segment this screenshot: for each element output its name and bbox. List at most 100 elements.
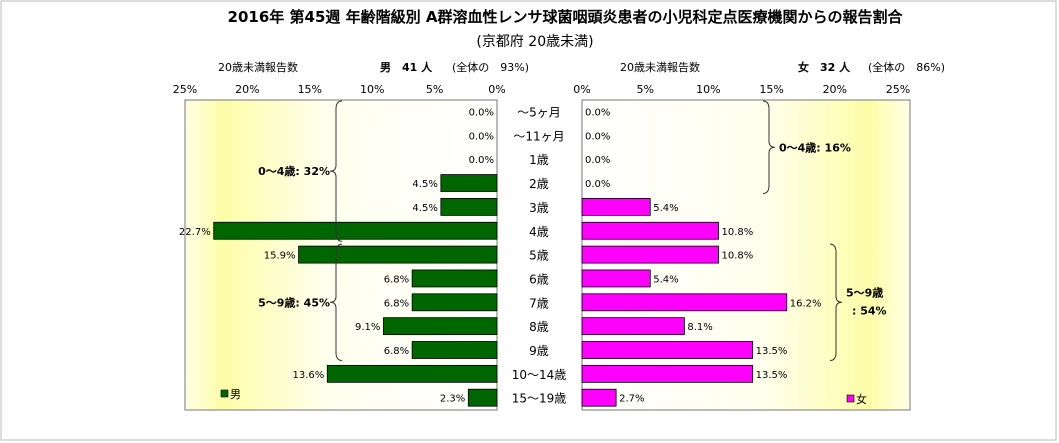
male-value-label: 0.0% <box>469 108 494 119</box>
male-bar <box>440 197 498 216</box>
female-bar <box>581 364 754 383</box>
male-bar <box>467 388 498 407</box>
female-value-label: 10.8% <box>722 251 754 262</box>
chart-title: 2016年 第45週 年齢階級別 A群溶血性レンサ球菌咽頭炎患者の小児科定点医療… <box>228 8 904 26</box>
male-bar <box>411 293 498 312</box>
female-group-label-value: : 54% <box>852 304 887 317</box>
female-value-label: 2.7% <box>619 394 644 405</box>
female-value-label: 5.4% <box>653 274 678 285</box>
right-tick-label: 20% <box>823 83 847 96</box>
male-bar <box>326 364 498 383</box>
age-category-label: ～11ヶ月 <box>513 129 564 143</box>
male-bars <box>213 174 498 407</box>
age-category-label: 9歳 <box>529 344 549 358</box>
right-tick-label: 0% <box>573 83 590 96</box>
female-group-label: 5～9歳 <box>846 285 883 299</box>
male-value-label: 6.8% <box>384 298 409 309</box>
female-value-label: 5.4% <box>653 203 678 214</box>
male-value-label: 13.6% <box>292 370 324 381</box>
female-value-label: 8.1% <box>687 322 712 333</box>
male-group-brace <box>329 100 343 242</box>
male-value-label: 15.9% <box>264 251 296 262</box>
left-axis-ticks: 0% 5% 10% 15% 20% 25% <box>173 83 506 96</box>
left-tick-label: 0% <box>488 83 505 96</box>
male-group-label: 5～9歳: 45% <box>258 295 330 309</box>
age-category-label: 8歳 <box>529 320 549 334</box>
age-category-label: 1歳 <box>529 153 549 167</box>
left-tick-label: 5% <box>426 83 443 96</box>
male-value-labels: 0.0% 0.0% 0.0% 4.5% 4.5% 22.7% 15.9% 6.8% 6.8% 9.… <box>179 108 494 405</box>
left-panel: 20歳未満報告数 男 41 人 (全体の 93%) 0% 5% 10% 15% 20% 2… <box>173 60 529 411</box>
age-category-label: 4歳 <box>529 225 549 239</box>
male-value-label: 6.8% <box>384 346 409 357</box>
left-tick-label: 10% <box>360 83 384 96</box>
female-value-label: 13.5% <box>756 346 788 357</box>
female-value-label: 13.5% <box>756 370 788 381</box>
female-bar <box>581 269 651 288</box>
female-bar <box>581 317 685 336</box>
left-tick-label: 20% <box>235 83 259 96</box>
female-value-label: 10.8% <box>722 227 754 238</box>
age-category-label: 2歳 <box>529 177 549 191</box>
female-bar <box>581 388 617 407</box>
male-bar <box>383 317 498 336</box>
female-value-label: 16.2% <box>790 298 822 309</box>
male-bar <box>411 341 498 359</box>
left-header-total: 男 41 人 <box>380 60 433 74</box>
right-tick-label: 5% <box>636 83 653 96</box>
female-legend-swatch <box>846 394 855 403</box>
right-tick-label: 10% <box>696 83 720 96</box>
age-category-label: 7歳 <box>529 296 549 310</box>
male-bar <box>440 174 498 192</box>
age-category-label: 3歳 <box>529 201 549 215</box>
female-group-brace <box>829 243 843 361</box>
right-panel: 20歳未満報告数 女 32 人 (全体の 86%) 0% 5% 10% 15% 20% 2… <box>573 60 945 411</box>
chart-subtitle: (京都府 20歳未満) <box>476 34 593 50</box>
male-age-groups: 0～4歳: 32% 5～9歳: 45% <box>258 100 343 361</box>
female-legend-label: 女 <box>856 392 867 406</box>
age-category-label: ～5ヶ月 <box>517 106 561 120</box>
age-category-label: 15～19歳 <box>512 392 567 406</box>
age-category-label: 10～14歳 <box>512 368 567 382</box>
male-legend-swatch <box>220 389 229 398</box>
female-value-label: 0.0% <box>585 155 610 166</box>
female-bar <box>581 245 719 264</box>
female-age-groups: 0～4歳: 16% 5～9歳 : 54% <box>762 100 887 361</box>
female-bar <box>581 221 719 240</box>
female-bar <box>581 341 754 359</box>
female-value-labels: 0.0% 0.0% 0.0% 0.0% 5.4% 10.8% 10.8% 5.4% 16.2% 8… <box>585 108 822 405</box>
female-group-brace <box>762 100 776 195</box>
male-value-label: 0.0% <box>469 155 494 166</box>
female-value-label: 0.0% <box>585 131 610 142</box>
female-bars <box>581 197 788 407</box>
male-value-label: 9.1% <box>355 322 380 333</box>
male-value-label: 0.0% <box>469 131 494 142</box>
male-value-label: 4.5% <box>412 203 437 214</box>
right-axis-ticks: 0% 5% 10% 15% 20% 25% <box>573 83 910 96</box>
male-value-label: 4.5% <box>412 179 437 190</box>
female-value-label: 0.0% <box>585 179 610 190</box>
male-bar <box>213 221 498 240</box>
male-group-brace <box>329 243 343 361</box>
female-group-label: 0～4歳: 16% <box>779 140 851 154</box>
female-bar <box>581 197 651 216</box>
age-category-label: 6歳 <box>529 272 549 286</box>
male-bar <box>298 245 498 264</box>
male-legend-label: 男 <box>230 388 241 401</box>
right-tick-label: 25% <box>886 83 910 96</box>
left-tick-label: 15% <box>298 83 322 96</box>
right-header-share: (全体の 86%) <box>868 60 945 74</box>
right-header-label: 20歳未満報告数 <box>620 61 700 74</box>
right-tick-label: 15% <box>759 83 783 96</box>
left-tick-label: 25% <box>173 83 197 96</box>
female-value-label: 0.0% <box>585 108 610 119</box>
age-category-labels: ～5ヶ月 ～11ヶ月 1歳 2歳 3歳 4歳 5歳 6歳 7歳 8歳 9歳 10～14歳 15～19歳 <box>512 106 567 406</box>
right-header-total: 女 32 人 <box>798 60 851 74</box>
male-value-label: 22.7% <box>179 227 211 238</box>
age-category-label: 5歳 <box>529 249 549 263</box>
male-bar <box>411 269 498 288</box>
male-value-label: 6.8% <box>384 274 409 285</box>
female-bar <box>581 293 788 312</box>
left-header-share: (全体の 93%) <box>452 60 529 74</box>
